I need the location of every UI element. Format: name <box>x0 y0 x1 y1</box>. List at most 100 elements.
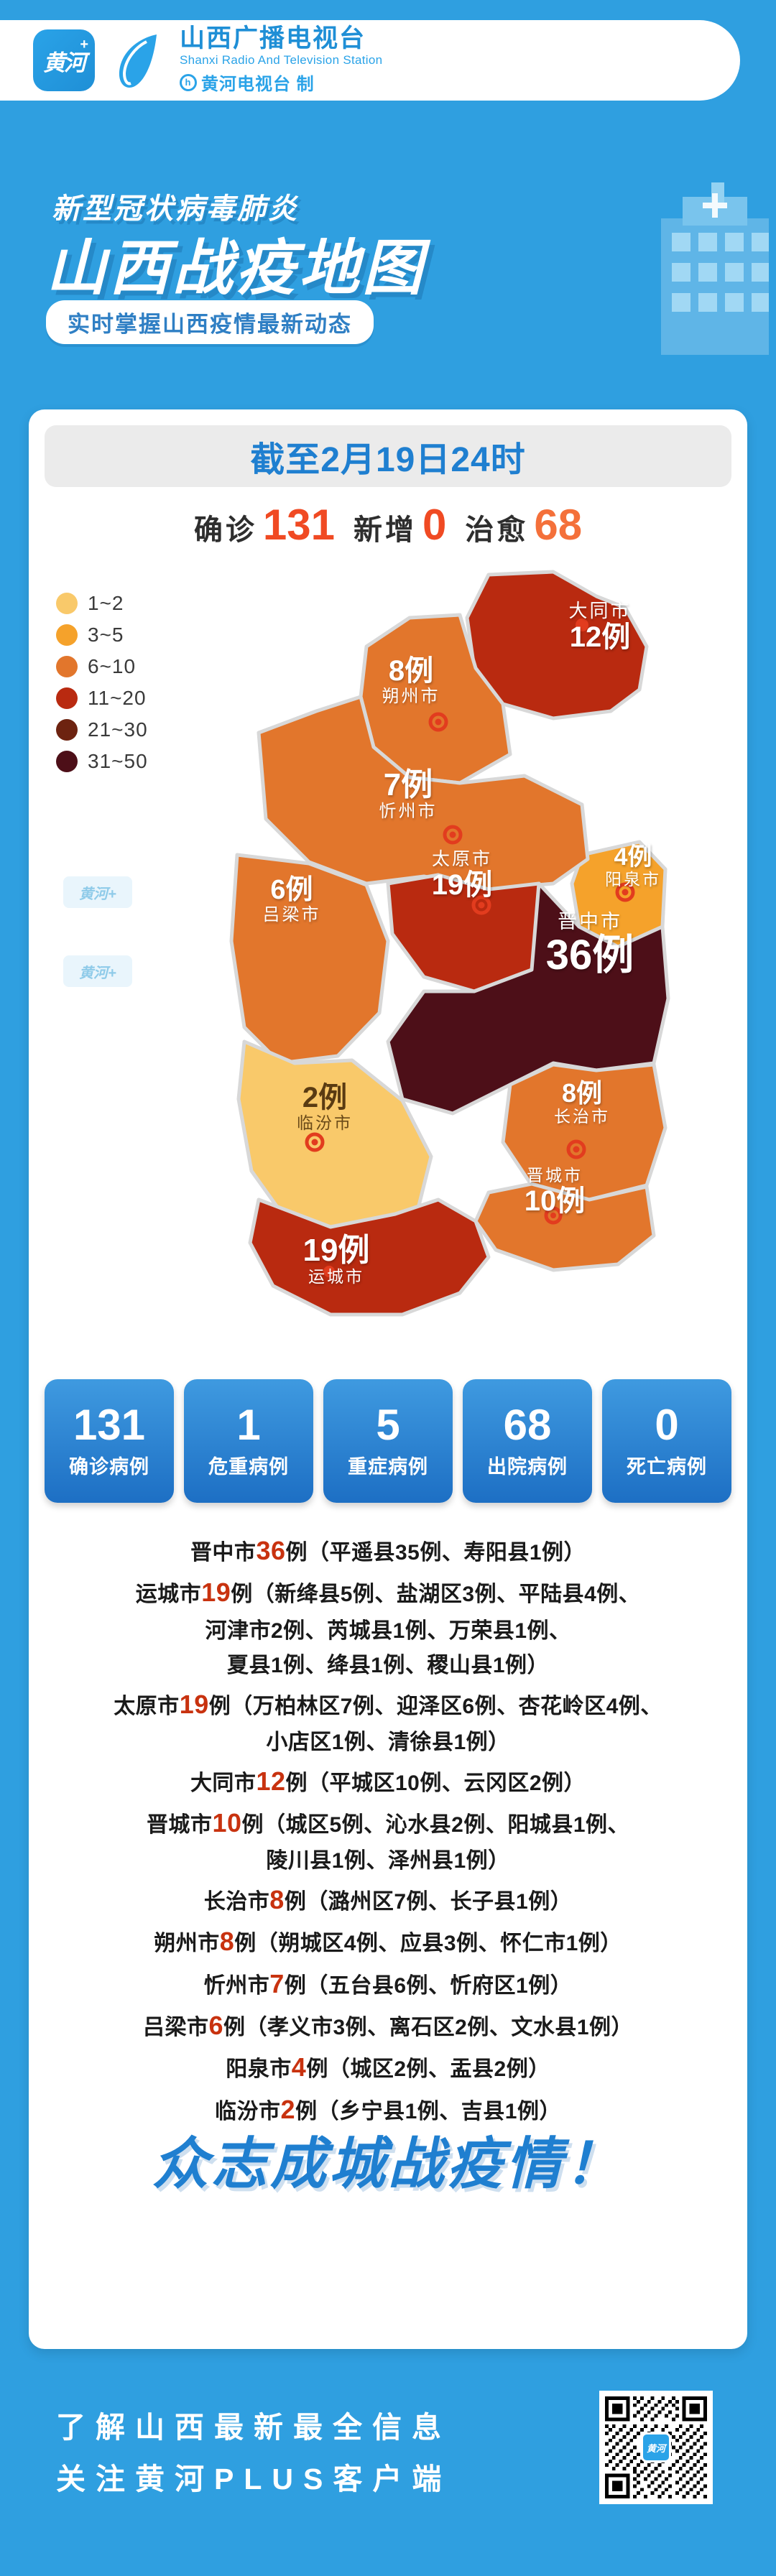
summary-box-discharged-label: 出院病例 <box>487 1455 568 1478</box>
top-stat-new-label: 新增 <box>353 514 417 546</box>
summary-box-confirmed: 131 确诊病例 <box>45 1379 174 1503</box>
breakdown-count: 4 <box>291 2052 307 2082</box>
legend-swatch-icon <box>56 624 78 646</box>
breakdown-detail: 例（孝义市3例、离石区2例、文水县1例） <box>223 2015 634 2039</box>
breakdown-line: 阳泉市4例（城区2例、盂县2例） <box>57 2047 719 2088</box>
summary-box-critical-label: 危重病例 <box>208 1455 289 1478</box>
station-name-cn: 山西广播电视台 <box>180 24 366 52</box>
breakdown-detail: 例（乡宁县1例、吉县1例） <box>295 2099 561 2123</box>
top-stat-cured: 治愈 68 <box>465 504 582 548</box>
station-identity: 山西广播电视台 Shanxi Radio And Television Stat… <box>180 24 382 95</box>
breakdown-count: 12 <box>256 1766 286 1796</box>
page-title: 山西战疫地图 <box>46 234 426 302</box>
shanxi-choropleth-map: 大同市 12例 8例 朔州市 7例 忻州市 4例 阳泉市 太原市 19例 6例 … <box>151 567 719 1358</box>
summary-box-deaths-value: 0 <box>655 1400 679 1449</box>
breakdown-detail: 例（朔城区4例、应县3例、怀仁市1例） <box>234 1932 622 1956</box>
footer-line-2: 关注黄河PLUS客户端 <box>56 2462 452 2496</box>
footer-text: 了解山西最新最全信息 关注黄河PLUS客户端 <box>56 2402 451 2506</box>
breakdown-city: 长治市 <box>203 1889 270 1914</box>
huanghe-app-logo: 黄河 + <box>33 29 95 91</box>
watermark-2: 黄河+ <box>63 955 132 987</box>
top-stats-row: 确诊 131 新增 0 治愈 68 <box>29 504 747 548</box>
breakdown-city: 晋中市 <box>190 1541 257 1565</box>
breakdown-line: 运城市19例（新绛县5例、盐湖区3例、平陆县4例、 <box>57 1572 719 1613</box>
station-producer: h 黄河电视台 制 <box>180 70 382 95</box>
hero-section: 新型冠状病毒肺炎 山西战疫地图 实时掌握山西疫情最新动态 <box>0 180 776 359</box>
date-banner: 截至2月19日24时 <box>45 425 731 487</box>
top-stat-cured-value: 68 <box>534 501 583 549</box>
summary-box-deaths-label: 死亡病例 <box>627 1455 707 1478</box>
breakdown-detail: 例（潞州区7例、长子县1例） <box>284 1889 573 1914</box>
breakdown-detail: 夏县1例、绛县1例、稷山县1例） <box>226 1654 550 1678</box>
huanghe-logo-text: 黄河 <box>43 50 86 76</box>
hospital-illustration <box>661 182 769 355</box>
map-svg <box>229 570 670 1317</box>
hero-kicker: 新型冠状病毒肺炎 <box>52 193 299 225</box>
breakdown-detail: 例（平城区10例、云冈区2例） <box>285 1771 586 1795</box>
breakdown-line: 夏县1例、绛县1例、稷山县1例） <box>57 1649 719 1684</box>
breakdown-count: 36 <box>256 1536 286 1565</box>
top-stat-new: 新增 0 <box>354 504 446 548</box>
breakdown-line: 小店区1例、清徐县1例） <box>57 1725 719 1761</box>
qr-code[interactable]: 黄河 <box>599 2391 713 2504</box>
breakdown-count: 7 <box>269 1968 285 1998</box>
summary-box-confirmed-value: 131 <box>73 1400 146 1449</box>
legend-swatch-icon <box>56 719 78 741</box>
breakdown-count: 8 <box>269 1884 285 1914</box>
legend-label: 1~2 <box>88 592 124 614</box>
legend-item: 1~2 <box>56 588 185 619</box>
breakdown-line: 晋城市10例（城区5例、沁水县2例、阳城县1例、 <box>57 1802 719 1844</box>
report-card: 截至2月19日24时 确诊 131 新增 0 治愈 68 1~2 3~5 6~1… <box>29 409 747 2349</box>
summary-box-confirmed-label: 确诊病例 <box>69 1455 149 1478</box>
footer-section: 了解山西最新最全信息 关注黄河PLUS客户端 <box>0 2363 776 2576</box>
top-stat-new-value: 0 <box>422 501 447 549</box>
summary-box-severe-label: 重症病例 <box>348 1455 428 1478</box>
region-lvliang <box>229 853 390 1065</box>
region-jincheng <box>474 1182 656 1272</box>
summary-box-severe: 5 重症病例 <box>323 1379 453 1503</box>
summary-box-deaths: 0 死亡病例 <box>602 1379 731 1503</box>
breakdown-detail: 例（五台县6例、忻府区1例） <box>284 1973 573 1998</box>
breakdown-line: 吕梁市6例（孝义市3例、离石区2例、文水县1例） <box>57 2005 719 2047</box>
breakdown-detail: 陵川县1例、泽州县1例） <box>266 1849 510 1873</box>
breakdown-detail: 例（万柏林区7例、迎泽区6例、杏花岭区4例、 <box>208 1694 662 1718</box>
breakdown-city: 朔州市 <box>154 1932 220 1956</box>
breakdown-detail: 例（新绛县5例、盐湖区3例、平陆县4例、 <box>231 1583 641 1607</box>
breakdown-detail: 河津市2例、芮城县1例、万荣县1例、 <box>205 1618 571 1643</box>
legend-label: 11~20 <box>88 687 147 709</box>
breakdown-detail: 例（城区2例、盂县2例） <box>306 2057 550 2082</box>
breakdown-line: 陵川县1例、泽州县1例） <box>57 1844 719 1879</box>
legend-item: 11~20 <box>56 682 185 714</box>
breakdown-line: 长治市8例（潞州区7例、长子县1例） <box>57 1879 719 1921</box>
breakdown-line: 朔州市8例（朔城区4例、应县3例、怀仁市1例） <box>57 1921 719 1963</box>
city-breakdown-list: 晋中市36例（平遥县35例、寿阳县1例） 运城市19例（新绛县5例、盐湖区3例、… <box>57 1530 719 2131</box>
huanghe-tv-mark-icon: h <box>180 73 197 91</box>
legend-swatch-icon <box>56 751 78 772</box>
summary-box-critical-value: 1 <box>236 1400 261 1449</box>
breakdown-count: 19 <box>179 1689 209 1719</box>
legend-item: 3~5 <box>56 619 185 651</box>
legend-label: 3~5 <box>88 624 124 646</box>
leaf-icon <box>115 32 160 89</box>
campaign-slogan: 众志成城战疫情！ <box>152 2132 624 2195</box>
breakdown-city: 临汾市 <box>215 2099 281 2123</box>
breakdown-line: 临汾市2例（乡宁县1例、吉县1例） <box>57 2089 719 2131</box>
legend-label: 6~10 <box>88 655 137 677</box>
top-stat-cured-label: 治愈 <box>465 514 529 546</box>
watermark-1: 黄河+ <box>63 876 132 908</box>
legend-swatch-icon <box>56 656 78 677</box>
legend-label: 21~30 <box>88 718 148 741</box>
huanghe-logo-plus: + <box>80 37 88 52</box>
breakdown-line: 忻州市7例（五台县6例、忻府区1例） <box>57 1963 719 2005</box>
top-stat-confirmed: 确诊 131 <box>194 504 335 548</box>
hero-subtitle: 实时掌握山西疫情最新动态 <box>46 300 374 344</box>
legend-item: 6~10 <box>56 651 185 682</box>
summary-box-critical: 1 危重病例 <box>184 1379 313 1503</box>
city-capital-dots <box>305 618 635 1277</box>
breakdown-line: 晋中市36例（平遥县35例、寿阳县1例） <box>57 1530 719 1572</box>
region-yuncheng <box>248 1197 491 1317</box>
legend-item: 31~50 <box>56 746 185 777</box>
legend-item: 21~30 <box>56 714 185 746</box>
breakdown-count: 19 <box>201 1577 231 1608</box>
summary-box-severe-value: 5 <box>376 1400 400 1449</box>
